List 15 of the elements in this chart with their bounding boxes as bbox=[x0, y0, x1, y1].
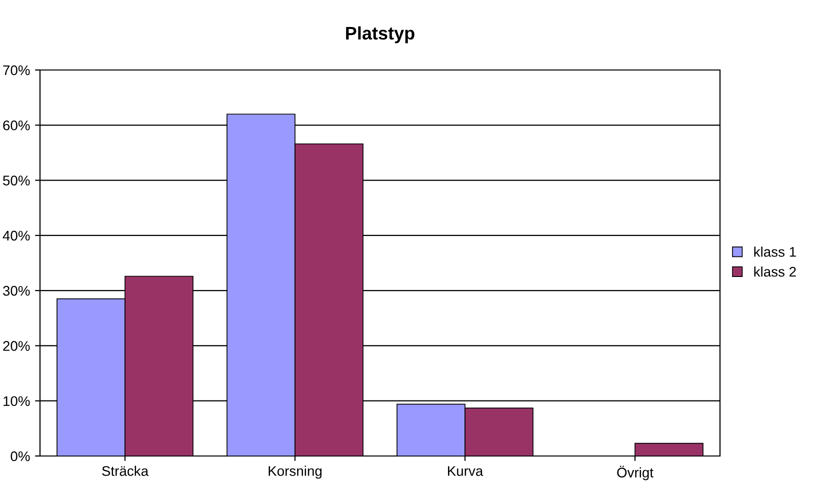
x-tick-label: Sträcka bbox=[102, 466, 149, 476]
y-tick-label: 70% bbox=[3, 65, 30, 76]
y-tick-label: 0% bbox=[10, 451, 30, 462]
y-tick-label: 60% bbox=[3, 120, 30, 130]
legend-label: klass 2 bbox=[754, 266, 796, 277]
y-tick-label: 30% bbox=[3, 286, 30, 296]
x-tick-label: Korsning bbox=[268, 466, 322, 479]
y-tick-label: 20% bbox=[3, 341, 30, 351]
x-tick-label: Övrigt bbox=[617, 466, 654, 480]
y-tick-label: 50% bbox=[3, 176, 30, 186]
y-tick-label: 40% bbox=[2, 230, 30, 241]
x-tick-label: Kurva bbox=[448, 466, 484, 476]
legend-label: klass 1 bbox=[754, 246, 796, 257]
chart-title: Platstyp bbox=[346, 26, 414, 44]
y-tick-label: 10% bbox=[4, 396, 30, 406]
